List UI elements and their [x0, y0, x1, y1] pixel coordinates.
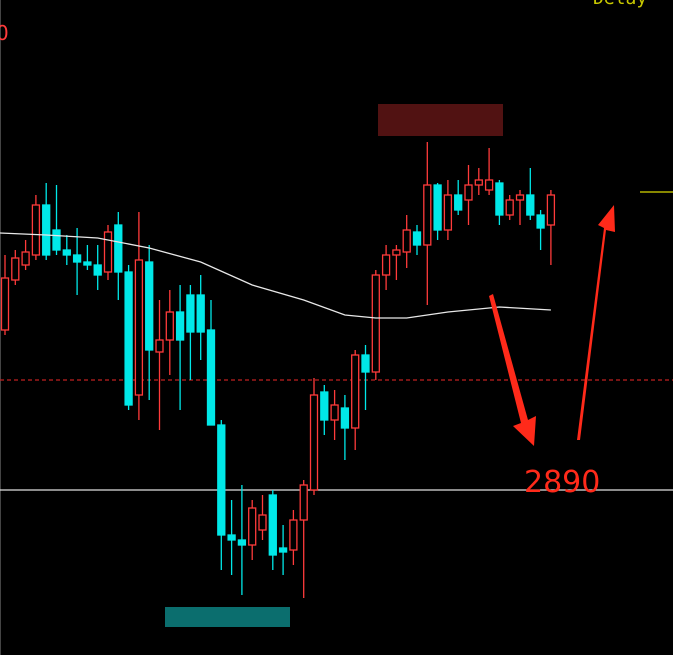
candle-body [515, 194, 525, 201]
candle-body [42, 204, 51, 256]
candle-body [206, 329, 216, 426]
candle-body [371, 274, 380, 373]
candle-body [340, 407, 350, 429]
candle-body [196, 294, 205, 333]
candle-body [217, 424, 226, 536]
candle-body [299, 484, 308, 521]
candle-body [268, 494, 277, 556]
candle-body [155, 339, 164, 353]
blurred-label [165, 607, 290, 627]
candle-body [484, 179, 494, 191]
candle-body [186, 294, 195, 333]
candle-body [83, 261, 92, 266]
top-left-label: 0 [0, 21, 9, 45]
candle-body [309, 394, 319, 491]
candle-body [145, 261, 154, 351]
candle-body [464, 184, 473, 201]
candle-body [134, 259, 144, 396]
candle-body [433, 184, 442, 231]
candle-body [31, 204, 41, 256]
candle-body [402, 229, 411, 253]
candle-body [381, 254, 391, 276]
candle-body [258, 514, 267, 531]
candle-body [278, 547, 288, 553]
candle-body [124, 271, 133, 406]
candle-body [505, 199, 514, 216]
candle-body [412, 231, 422, 246]
candle-body [52, 229, 61, 251]
candle-body [320, 391, 329, 421]
moving-average [0, 232, 551, 319]
candle-body [72, 254, 82, 263]
candle-body [114, 224, 123, 273]
candle-body [546, 194, 556, 226]
plot [0, 142, 673, 598]
candle-body [443, 194, 453, 231]
candle-body [392, 249, 401, 256]
candle-body [248, 507, 257, 546]
candle-body [175, 311, 185, 341]
candle-body [227, 534, 236, 541]
candle-body [289, 519, 298, 551]
candle-body [474, 179, 483, 186]
candle-body [165, 311, 174, 341]
candle-body [103, 231, 113, 273]
candle-body [423, 184, 432, 246]
top-right-label: Delay [593, 0, 647, 9]
candle-body [454, 194, 463, 211]
candle-body [11, 257, 20, 281]
candle-body [351, 354, 360, 429]
candle-body [330, 404, 339, 421]
annotation: 2890 [524, 465, 600, 500]
candle-body [93, 264, 102, 276]
candle-body [62, 249, 71, 256]
blurred-label [378, 104, 503, 136]
arrow-up [577, 205, 615, 440]
candle-body [526, 194, 535, 216]
candle-body [0, 277, 10, 331]
candle-body [21, 251, 30, 266]
arrow-down [489, 294, 536, 446]
candle-body [536, 214, 545, 229]
candle-body [495, 182, 504, 216]
candle-body [361, 354, 370, 373]
candle-body [237, 539, 247, 546]
